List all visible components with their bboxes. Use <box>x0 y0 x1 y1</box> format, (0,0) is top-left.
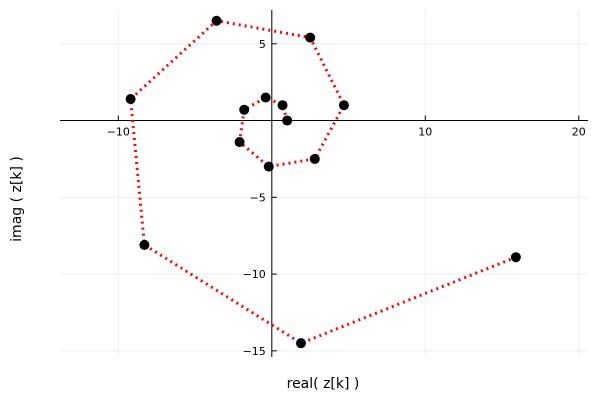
x-axis-label: real( z[k] ) <box>287 376 360 392</box>
x-tick-label: 10 <box>418 126 432 139</box>
y-tick-label: −5 <box>250 191 266 204</box>
axes <box>60 10 588 357</box>
data-point <box>239 104 250 115</box>
y-tick-label: −10 <box>243 268 266 281</box>
data-point <box>282 115 293 126</box>
x-tick-label: −10 <box>107 126 130 139</box>
x-tick-label: 20 <box>572 126 586 139</box>
data-point <box>263 161 274 172</box>
data-point <box>295 338 306 349</box>
y-tick-label: −15 <box>243 345 266 358</box>
data-point <box>139 239 150 250</box>
y-tick-label: 5 <box>259 38 266 51</box>
data-point <box>309 153 320 164</box>
tick-labels: −10 10 20 5 −5 −10 −15 <box>107 38 586 358</box>
grid <box>60 10 588 357</box>
data-point <box>338 100 349 111</box>
data-point <box>211 15 222 26</box>
series <box>125 15 521 349</box>
data-point <box>260 92 271 103</box>
series-line <box>129 19 517 345</box>
y-axis-label: imag ( z[k] ) <box>9 156 25 242</box>
data-point <box>277 100 288 111</box>
data-point <box>305 32 316 43</box>
data-point <box>510 252 521 263</box>
data-point <box>125 94 136 105</box>
data-point <box>234 137 245 148</box>
